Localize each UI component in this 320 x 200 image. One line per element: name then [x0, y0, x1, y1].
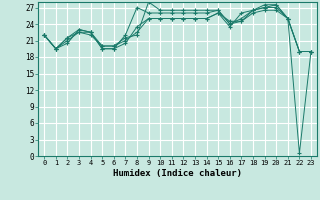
X-axis label: Humidex (Indice chaleur): Humidex (Indice chaleur)	[113, 169, 242, 178]
